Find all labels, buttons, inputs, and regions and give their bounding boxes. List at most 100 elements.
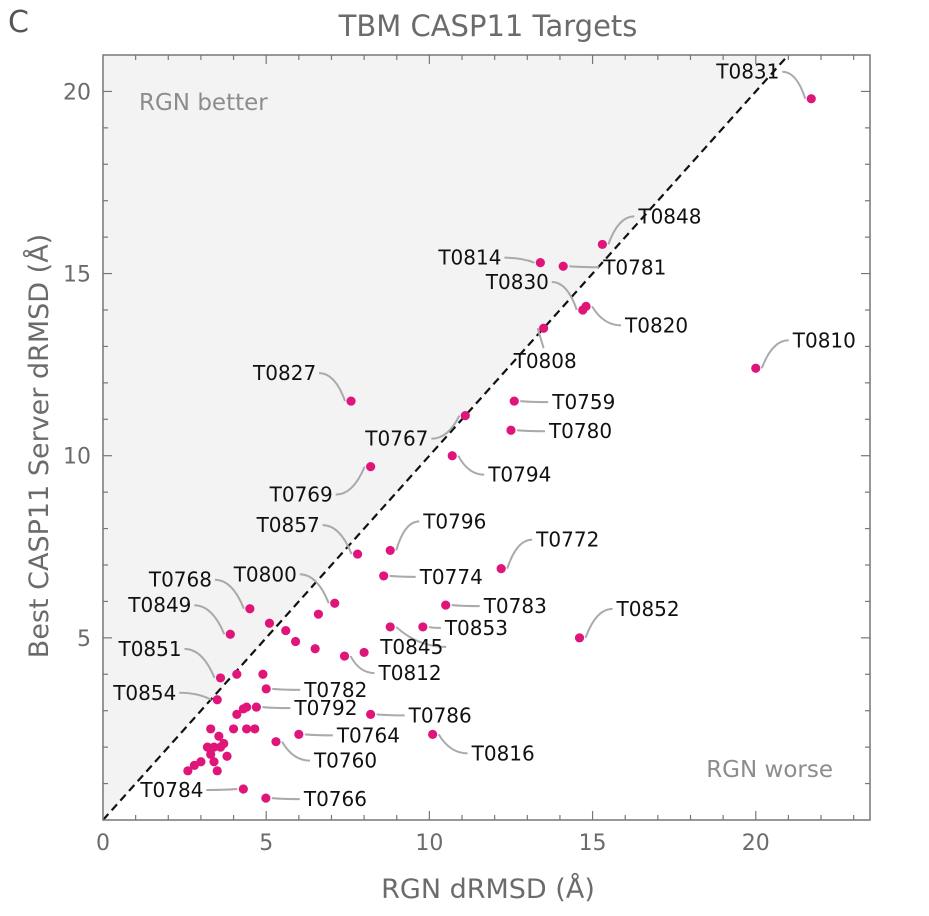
x-tick-label: 10 bbox=[415, 831, 443, 856]
point-label: T0760 bbox=[313, 749, 377, 773]
leader-line bbox=[506, 538, 533, 569]
point-label: T0786 bbox=[408, 703, 472, 727]
data-point bbox=[330, 598, 340, 608]
data-point bbox=[225, 629, 235, 639]
data-point bbox=[346, 396, 356, 406]
point-label: T0759 bbox=[551, 390, 615, 414]
leader-line bbox=[376, 713, 405, 717]
data-point bbox=[219, 738, 229, 749]
data-point bbox=[751, 363, 761, 373]
chart-title: TBM CASP11 Targets bbox=[338, 9, 638, 43]
leader-line bbox=[536, 327, 545, 349]
point-label: T0769 bbox=[269, 483, 333, 507]
point-label: T0794 bbox=[487, 463, 551, 487]
point-label: T0854 bbox=[112, 681, 176, 705]
data-point bbox=[290, 636, 301, 647]
leader-line bbox=[569, 265, 600, 269]
data-point bbox=[258, 669, 268, 679]
point-label: T0851 bbox=[117, 637, 181, 661]
data-point bbox=[209, 742, 219, 752]
data-point bbox=[558, 261, 568, 271]
point-label: T0792 bbox=[293, 696, 357, 720]
data-point bbox=[352, 549, 363, 559]
data-point bbox=[261, 793, 271, 803]
data-point bbox=[232, 709, 242, 719]
leader-line bbox=[214, 578, 245, 610]
leader-line bbox=[262, 706, 291, 710]
data-point bbox=[441, 600, 451, 610]
data-point bbox=[250, 724, 260, 734]
leader-line bbox=[281, 741, 311, 762]
point-label: T0783 bbox=[483, 594, 547, 618]
leader-line bbox=[504, 256, 535, 264]
point-label: T0800 bbox=[233, 562, 297, 586]
point-label: T0820 bbox=[624, 313, 688, 337]
leader-line bbox=[194, 604, 226, 635]
data-point bbox=[264, 618, 275, 628]
point-label: T0853 bbox=[444, 616, 508, 640]
data-point bbox=[359, 647, 369, 658]
leader-line bbox=[457, 455, 485, 476]
data-point bbox=[339, 651, 350, 661]
data-point bbox=[212, 695, 222, 705]
data-point bbox=[206, 724, 216, 734]
leader-line bbox=[206, 788, 238, 792]
x-tick-label: 5 bbox=[259, 831, 273, 856]
data-point bbox=[206, 749, 216, 760]
point-label: T0810 bbox=[792, 328, 856, 352]
point-label: T0768 bbox=[148, 568, 212, 592]
point-label: T0784 bbox=[139, 778, 203, 802]
y-tick-label: 15 bbox=[63, 263, 91, 288]
point-label: T0848 bbox=[637, 204, 701, 228]
point-label: T0796 bbox=[422, 509, 486, 533]
x-tick-label: 15 bbox=[579, 831, 607, 856]
data-point bbox=[535, 258, 545, 268]
point-label: T0780 bbox=[548, 419, 612, 443]
plot-frame bbox=[102, 54, 871, 821]
y-axis-label: Best CASP11 Server dRMSD (Å) bbox=[23, 234, 55, 658]
point-label: T0830 bbox=[485, 270, 549, 294]
leader-line bbox=[584, 607, 613, 639]
data-point bbox=[366, 709, 376, 719]
data-point bbox=[806, 94, 816, 104]
diagonal-line bbox=[102, 54, 790, 821]
point-labels: T0831 T0848 T0814 T0781 T0830 T0820 T0808 T0810… bbox=[112, 60, 856, 811]
leader-line bbox=[451, 604, 480, 608]
data-point bbox=[242, 702, 252, 712]
point-label: T0808 bbox=[513, 349, 577, 373]
leader-line bbox=[428, 625, 441, 629]
x-tick-label: 20 bbox=[742, 831, 770, 856]
y-tick-label: 10 bbox=[63, 445, 91, 470]
data-points bbox=[183, 94, 816, 803]
data-point bbox=[496, 564, 506, 574]
leader-line bbox=[318, 372, 346, 402]
leader-line bbox=[520, 400, 549, 404]
point-label: T0831 bbox=[715, 60, 779, 84]
leader-line bbox=[551, 281, 578, 311]
data-point bbox=[428, 729, 438, 739]
point-label: T0827 bbox=[252, 361, 316, 385]
data-point bbox=[271, 737, 281, 747]
data-point bbox=[385, 622, 395, 632]
data-point bbox=[281, 625, 291, 636]
leader-line bbox=[322, 524, 353, 555]
leader-line bbox=[431, 415, 461, 440]
point-label: T0814 bbox=[437, 246, 501, 270]
point-label: T0772 bbox=[535, 528, 599, 552]
data-point bbox=[215, 673, 226, 683]
leader-line bbox=[760, 339, 789, 369]
data-point bbox=[228, 724, 239, 734]
leader-line bbox=[304, 733, 333, 737]
data-point bbox=[539, 323, 549, 333]
data-point bbox=[232, 669, 242, 679]
point-label: T0766 bbox=[303, 787, 367, 811]
leader-line bbox=[395, 520, 420, 551]
point-label: T0812 bbox=[378, 661, 442, 685]
data-point bbox=[238, 784, 248, 794]
data-point bbox=[245, 604, 255, 614]
data-point bbox=[222, 751, 232, 761]
leader-line bbox=[335, 466, 366, 496]
leader-line bbox=[271, 797, 300, 801]
point-label: T0849 bbox=[127, 593, 191, 617]
